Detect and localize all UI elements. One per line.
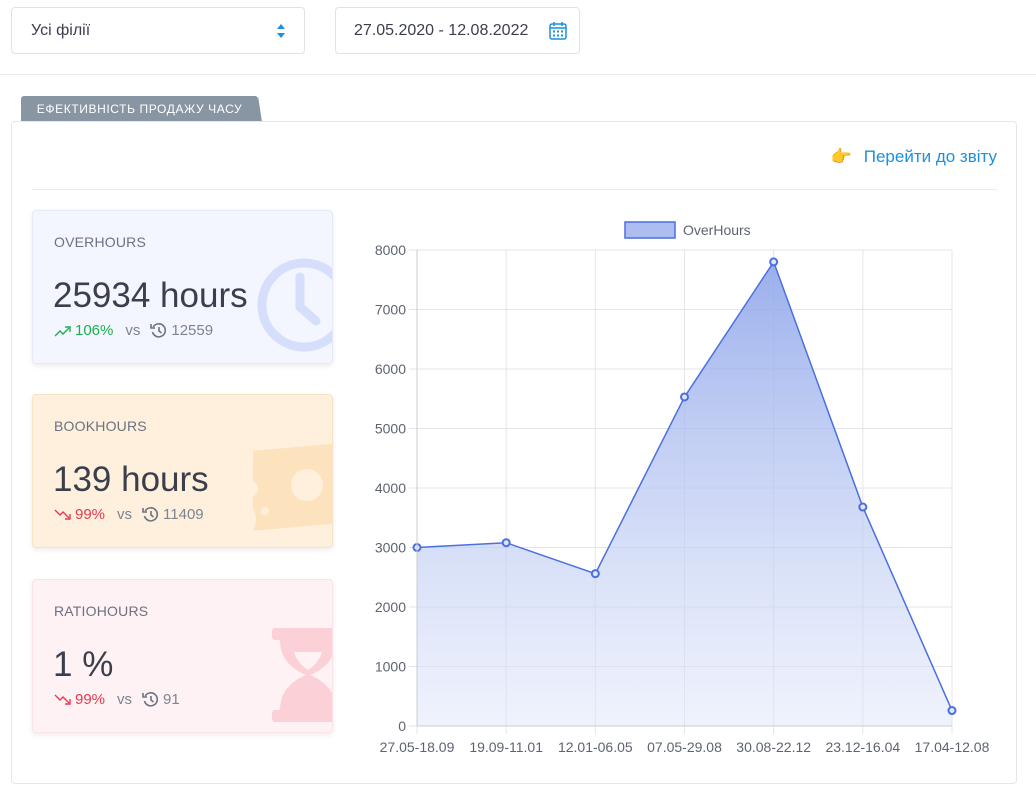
card-percent: 99% [75, 691, 106, 708]
filter-bar: Усі філії 27.05.2020 - 12.08.2022 [0, 0, 1036, 75]
ticket-icon [253, 443, 332, 531]
x-tick-label: 30.08-22.12 [736, 739, 811, 755]
card-stats: 106% vs 12559 [54, 322, 213, 339]
branch-select[interactable]: Усі філії [11, 7, 305, 54]
y-tick-label: 1000 [375, 659, 406, 675]
panel-header: 👉 Перейти до звіту [32, 122, 997, 190]
card-vs: vs [117, 506, 133, 523]
trend-down-icon [54, 694, 71, 705]
y-tick-label: 5000 [375, 421, 406, 437]
series-area [417, 261, 952, 726]
card-label: OVERHOURS [54, 234, 147, 250]
trend-down-icon [54, 509, 71, 520]
x-tick-label: 23.12-16.04 [825, 739, 900, 755]
card-label: RATIOHOURS [54, 603, 149, 619]
card-value: 139 hours [53, 460, 209, 499]
history-icon [142, 507, 159, 522]
legend-label: OverHours [683, 222, 751, 238]
trend-up-icon [54, 325, 71, 336]
history-icon [150, 323, 167, 338]
data-point [501, 538, 511, 548]
y-tick-label: 8000 [375, 242, 406, 258]
select-caret-icon [277, 24, 285, 38]
card-percent: 99% [75, 506, 106, 523]
card-previous-value: 11409 [163, 506, 204, 523]
calendar-icon[interactable] [549, 21, 567, 40]
x-tick-label: 07.05-29.08 [647, 739, 722, 755]
y-tick-label: 2000 [375, 599, 406, 615]
legend-swatch [624, 221, 676, 239]
y-tick-label: 7000 [375, 302, 406, 318]
date-range-value: 27.05.2020 - 12.08.2022 [354, 21, 529, 39]
go-to-report-label: Перейти до звіту [863, 147, 997, 166]
data-point [858, 502, 868, 512]
card-value: 1 % [53, 645, 114, 684]
card-label: BOOKHOURS [54, 418, 147, 434]
card-previous: 91 [142, 691, 180, 708]
data-point [680, 392, 689, 402]
card-vs: vs [117, 691, 133, 708]
overhours-chart: 0 1000 2000 3000 4000 5000 6000 7000 8000 27.05-1… [375, 221, 990, 755]
card-previous-value: 12559 [171, 322, 214, 339]
y-tick-label: 4000 [375, 480, 406, 496]
hourglass-icon [272, 628, 332, 722]
x-tick-label: 12.01-06.05 [558, 739, 633, 755]
data-point [769, 257, 779, 267]
data-point [590, 569, 600, 579]
sales-efficiency-panel: 👉 Перейти до звіту OVERHOURS 25934 hours… [11, 121, 1017, 784]
clock-icon [257, 258, 332, 352]
date-range-input[interactable]: 27.05.2020 - 12.08.2022 [335, 7, 580, 54]
go-to-report-link[interactable]: 👉 Перейти до звіту [831, 147, 997, 167]
card-stats: 99% vs 11409 [54, 506, 204, 523]
y-tick-label: 3000 [375, 540, 406, 556]
card-value: 25934 hours [53, 276, 248, 315]
card-vs: vs [125, 322, 141, 339]
data-point [947, 706, 957, 716]
card-stats: 99% vs 91 [54, 691, 180, 708]
x-tick-label: 17.04-12.08 [915, 739, 990, 755]
history-icon [142, 692, 159, 707]
overhours-card: OVERHOURS 25934 hours 106% vs 12559 [32, 210, 333, 364]
y-tick-label: 0 [398, 718, 406, 734]
x-tick-label: 19.09-11.01 [469, 739, 543, 755]
ratiohours-card: RATIOHOURS 1 % 99% vs 91 [32, 579, 333, 733]
bookhours-card: BOOKHOURS 139 hours 99% vs 11409 [32, 394, 333, 548]
x-tick-label: 27.05-18.09 [380, 739, 455, 755]
branch-select-value: Усі філії [31, 21, 91, 39]
card-previous: 11409 [142, 506, 204, 523]
y-tick-label: 6000 [375, 361, 406, 377]
card-previous-value: 91 [163, 691, 180, 708]
card-percent: 106% [75, 322, 114, 339]
pointing-hand-icon: 👉 [830, 147, 852, 166]
card-previous: 12559 [150, 322, 213, 339]
section-tab: ЕФЕКТИВНІСТЬ ПРОДАЖУ ЧАСУ [21, 96, 262, 122]
